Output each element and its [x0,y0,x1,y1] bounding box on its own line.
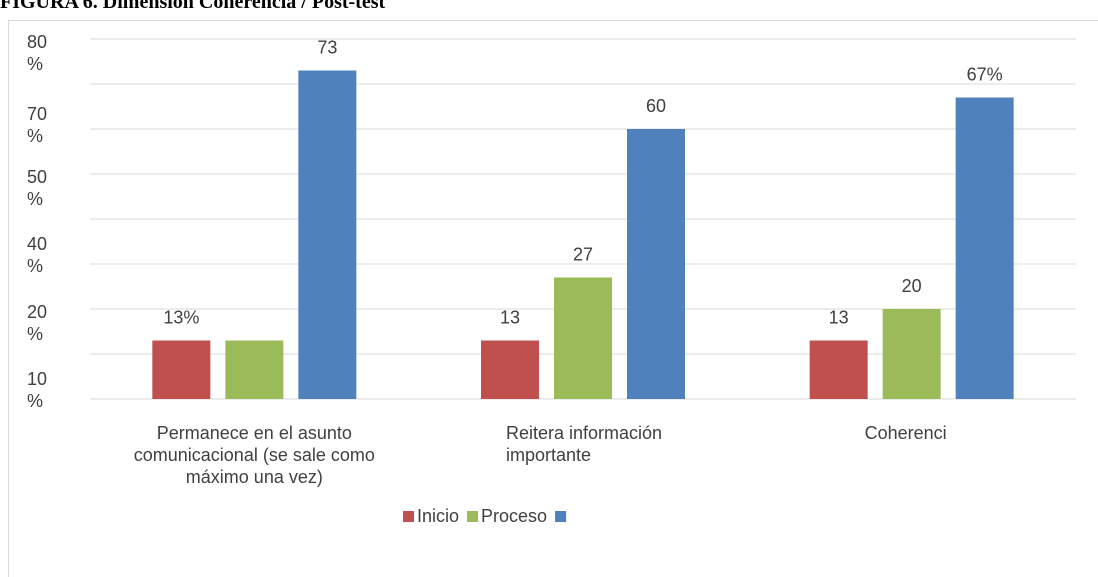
x-tick-label: Reitera información importante [506,423,663,465]
bar [809,340,868,399]
data-label: 60 [646,96,666,116]
legend-label: Inicio [417,506,459,526]
legend-label: Proceso [481,506,547,526]
data-label: 27 [573,244,593,264]
bar [627,129,685,399]
chart-title: FIGURA 6. Dimensión Coherencia / Post-te… [0,0,386,13]
bar [955,97,1014,399]
bar [225,340,284,399]
bar [882,309,941,399]
x-tick-label: Coherenci [864,423,947,443]
chart-border [8,20,1098,577]
y-tick-label: 80 % [27,31,48,74]
legend-swatch [403,511,414,522]
data-label: 13 [500,307,520,327]
data-label: 13 [829,307,849,327]
bar [152,340,211,399]
y-tick-label: 40 % [27,234,48,276]
y-tick-label: 70 % [27,103,48,146]
y-tick-label: 50 % [27,166,48,209]
data-label: 67% [967,64,1003,84]
data-label: 13% [163,307,199,327]
legend-swatch [555,511,567,522]
y-tick-label: 10 % [27,369,48,411]
bar [481,340,539,399]
data-label: 20 [902,276,922,296]
legend-swatch [467,511,479,522]
x-tick-label: Permanece en el asunto comunicacional (s… [133,423,375,487]
y-tick-label: 20 % [27,301,48,344]
data-label: 73 [317,37,337,57]
bar [298,70,357,399]
bar [554,277,612,399]
